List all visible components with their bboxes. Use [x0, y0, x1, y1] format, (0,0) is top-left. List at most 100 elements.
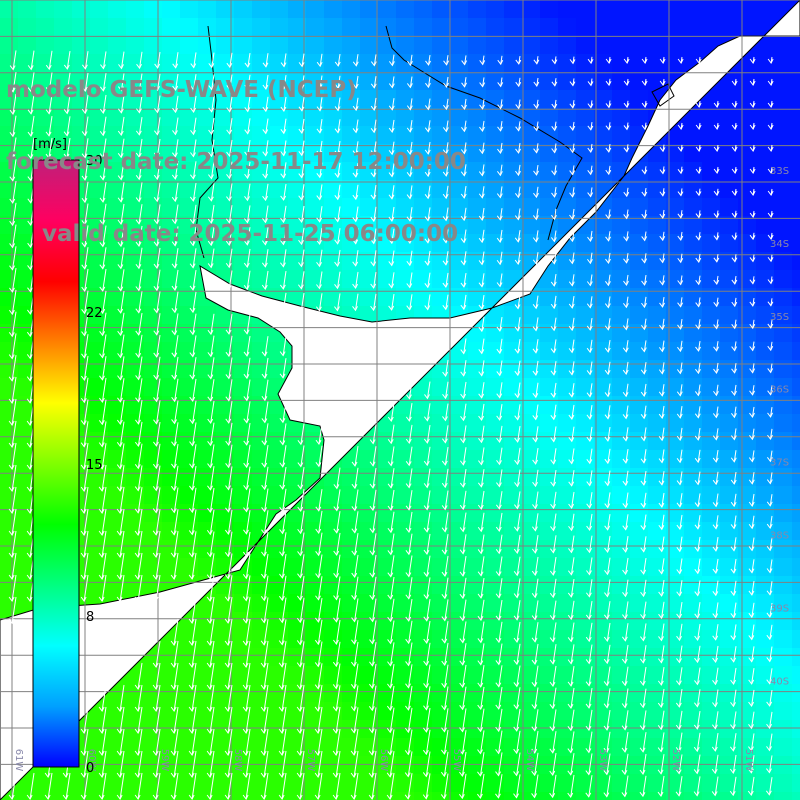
wind-arrow — [116, 574, 125, 602]
wind-arrow — [496, 360, 503, 377]
wind-arrow — [623, 296, 629, 309]
wind-arrow — [514, 469, 521, 488]
wind-arrow — [99, 203, 107, 226]
colorbar-tick-22: 22 — [86, 306, 103, 321]
wind-arrow — [496, 382, 503, 399]
wind-arrow — [730, 471, 737, 485]
wind-arrow — [550, 469, 557, 487]
wind-arrow — [748, 472, 755, 485]
wind-arrow — [497, 77, 504, 88]
wind-arrow — [117, 378, 125, 403]
wind-arrow — [370, 119, 377, 134]
wind-arrow — [26, 772, 35, 800]
wind-arrow — [332, 641, 341, 668]
wind-arrow — [27, 94, 35, 115]
wind-arrow — [260, 684, 269, 712]
wind-arrow — [442, 403, 449, 422]
wind-arrow — [8, 596, 17, 624]
wind-arrow — [622, 579, 629, 598]
wind-arrow — [225, 270, 233, 291]
wind-arrow — [99, 181, 107, 203]
wind-arrow — [316, 184, 323, 201]
wind-arrow — [170, 662, 179, 690]
wind-arrow — [80, 442, 89, 470]
wind-arrow — [224, 553, 233, 580]
wind-arrow — [225, 422, 233, 447]
wind-arrow — [405, 533, 413, 556]
wind-arrow — [422, 773, 431, 800]
wind-arrow — [171, 248, 179, 269]
wind-arrow — [731, 78, 738, 86]
wind-arrow — [189, 465, 197, 491]
wind-arrow — [641, 275, 647, 286]
wind-arrow — [639, 688, 647, 709]
wind-arrow — [316, 97, 323, 112]
wind-arrow — [621, 666, 629, 687]
wind-arrow — [460, 207, 467, 222]
wind-arrow — [370, 293, 377, 312]
wind-arrow — [459, 599, 467, 622]
wind-arrow — [694, 580, 701, 597]
wind-arrow — [659, 209, 666, 219]
wind-arrow — [207, 444, 215, 469]
wind-arrow — [551, 121, 558, 132]
wind-arrow — [334, 228, 341, 245]
wind-arrow — [242, 531, 251, 558]
wind-arrow — [116, 750, 125, 778]
wind-arrow — [244, 52, 251, 68]
wind-arrow — [152, 728, 161, 756]
wind-arrow — [713, 384, 719, 397]
wind-arrow — [188, 553, 197, 580]
wind-arrow — [713, 122, 720, 130]
wind-arrow — [297, 575, 305, 601]
wind-arrow — [767, 188, 774, 196]
wind-arrow — [568, 404, 575, 421]
wind-arrow — [189, 444, 197, 469]
wind-arrow — [658, 558, 665, 575]
wind-arrow — [118, 51, 125, 70]
wind-arrow — [586, 448, 593, 465]
wind-arrow — [98, 464, 107, 492]
wind-arrow — [731, 276, 738, 285]
wind-arrow — [513, 687, 521, 710]
wind-arrow — [621, 623, 629, 642]
wind-arrow — [621, 753, 629, 776]
wind-arrow — [623, 253, 629, 264]
wind-arrow — [424, 142, 431, 155]
wind-arrow — [549, 600, 557, 621]
wind-arrow — [639, 753, 647, 775]
wind-arrow — [603, 601, 611, 620]
wind-arrow — [603, 731, 611, 754]
wind-arrow — [766, 755, 773, 774]
wind-arrow — [459, 686, 467, 711]
wind-arrow — [640, 340, 647, 353]
wind-arrow — [370, 141, 377, 156]
wind-arrow — [605, 122, 612, 131]
wind-arrow — [314, 728, 323, 756]
wind-arrow — [315, 489, 323, 512]
wind-arrow — [244, 161, 251, 180]
wind-arrow — [641, 209, 648, 220]
wind-arrow — [459, 751, 467, 777]
wind-arrow — [731, 232, 738, 241]
wind-arrow — [425, 76, 431, 89]
wind-arrow — [460, 273, 467, 288]
wind-arrow — [568, 470, 575, 487]
wind-arrow — [9, 93, 17, 115]
wind-arrow — [316, 249, 323, 268]
wind-arrow — [189, 291, 197, 314]
wind-arrow — [99, 334, 107, 359]
wind-arrow — [713, 319, 720, 330]
wind-arrow — [206, 574, 215, 602]
wind-arrow — [370, 54, 377, 67]
wind-arrow — [27, 137, 35, 160]
wind-arrow — [8, 333, 17, 360]
wind-arrow — [748, 493, 755, 507]
wind-arrow — [136, 73, 143, 92]
wind-arrow — [497, 121, 503, 132]
wind-arrow — [748, 515, 755, 530]
wind-arrow — [8, 355, 17, 382]
wind-arrow — [604, 492, 611, 509]
wind-arrow — [730, 711, 737, 730]
wind-arrow — [713, 100, 720, 108]
